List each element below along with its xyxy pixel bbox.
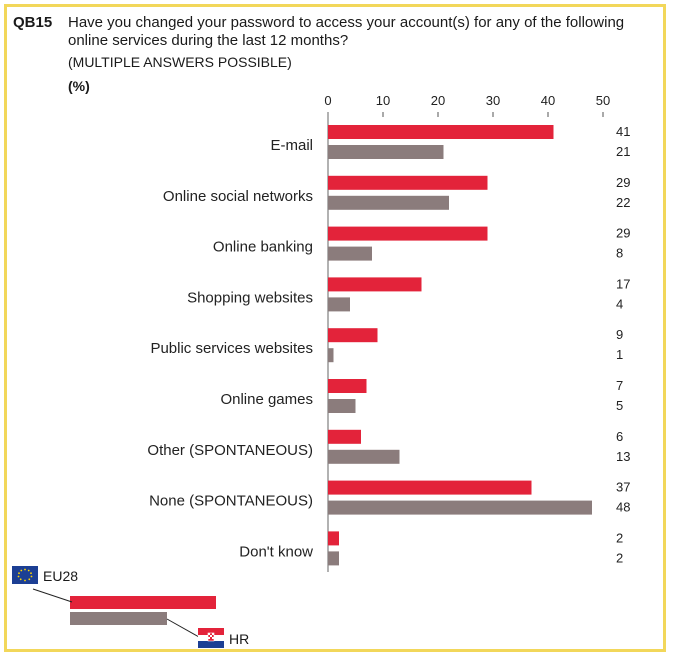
category-label: Online social networks	[163, 188, 313, 205]
x-tick-label: 10	[376, 93, 390, 108]
data-label-eu28: 37	[616, 480, 630, 495]
data-label-hr: 1	[616, 347, 623, 362]
data-label-eu28: 9	[616, 327, 623, 342]
x-tick-label: 30	[486, 93, 500, 108]
bar-hr	[328, 297, 350, 312]
bar-eu28	[328, 328, 378, 343]
bar-hr	[328, 399, 356, 413]
bar-hr	[328, 449, 400, 464]
category-label: Online games	[220, 391, 313, 408]
legend-connector-eu28	[32, 588, 73, 603]
data-label-hr: 21	[616, 144, 630, 159]
bar-eu28	[328, 379, 367, 393]
data-label-hr: 13	[616, 449, 630, 464]
category-label: Public services websites	[150, 340, 313, 357]
croatia-flag-icon	[198, 628, 224, 648]
bar-hr	[328, 500, 592, 515]
category-label: Online banking	[213, 239, 313, 256]
question-note: (MULTIPLE ANSWERS POSSIBLE)	[68, 54, 292, 70]
bar-eu28	[328, 226, 488, 241]
data-label-eu28: 41	[616, 124, 630, 139]
data-label-hr: 4	[616, 296, 623, 311]
legend-swatch-eu28	[70, 596, 216, 609]
bar-eu28	[328, 531, 339, 546]
bar-eu28	[328, 429, 361, 444]
legend-swatch-hr	[70, 612, 167, 625]
legend-connector-hr	[166, 618, 200, 638]
bar-hr	[328, 195, 449, 210]
data-label-eu28: 29	[616, 175, 630, 190]
bar-eu28	[328, 480, 532, 495]
bar-eu28	[328, 125, 554, 139]
data-label-hr: 2	[616, 550, 623, 565]
data-label-eu28: 7	[616, 378, 623, 393]
data-label-eu28: 17	[616, 276, 630, 291]
bar-hr	[328, 551, 339, 566]
data-label-eu28: 6	[616, 429, 623, 444]
bar-eu28	[328, 277, 422, 292]
x-tick-label: 50	[596, 93, 610, 108]
x-tick-label: 40	[541, 93, 555, 108]
question-text: Have you changed your password to access…	[68, 14, 625, 49]
data-label-eu28: 29	[616, 226, 630, 241]
chart-frame	[4, 4, 666, 652]
category-label: Don't know	[239, 543, 313, 560]
bar-hr	[328, 246, 372, 261]
category-label: E-mail	[270, 137, 313, 154]
x-tick-label: 20	[431, 93, 445, 108]
data-label-hr: 48	[616, 500, 630, 515]
data-label-hr: 5	[616, 398, 623, 413]
unit-label: (%)	[68, 78, 90, 94]
category-label: Shopping websites	[187, 289, 313, 306]
bar-eu28	[328, 175, 488, 190]
category-label: None (SPONTANEOUS)	[149, 493, 313, 510]
data-label-hr: 22	[616, 195, 630, 210]
legend-label-hr: HR	[229, 631, 250, 647]
question-code: QB15	[13, 14, 53, 31]
legend-label-eu28: EU28	[43, 568, 79, 584]
data-label-eu28: 2	[616, 530, 623, 545]
bar-hr	[328, 145, 444, 159]
category-label: Other (SPONTANEOUS)	[147, 442, 313, 459]
eu-flag-icon	[12, 566, 38, 584]
data-label-hr: 8	[616, 246, 623, 261]
x-tick-label: 0	[324, 93, 331, 108]
bar-hr	[328, 348, 334, 363]
